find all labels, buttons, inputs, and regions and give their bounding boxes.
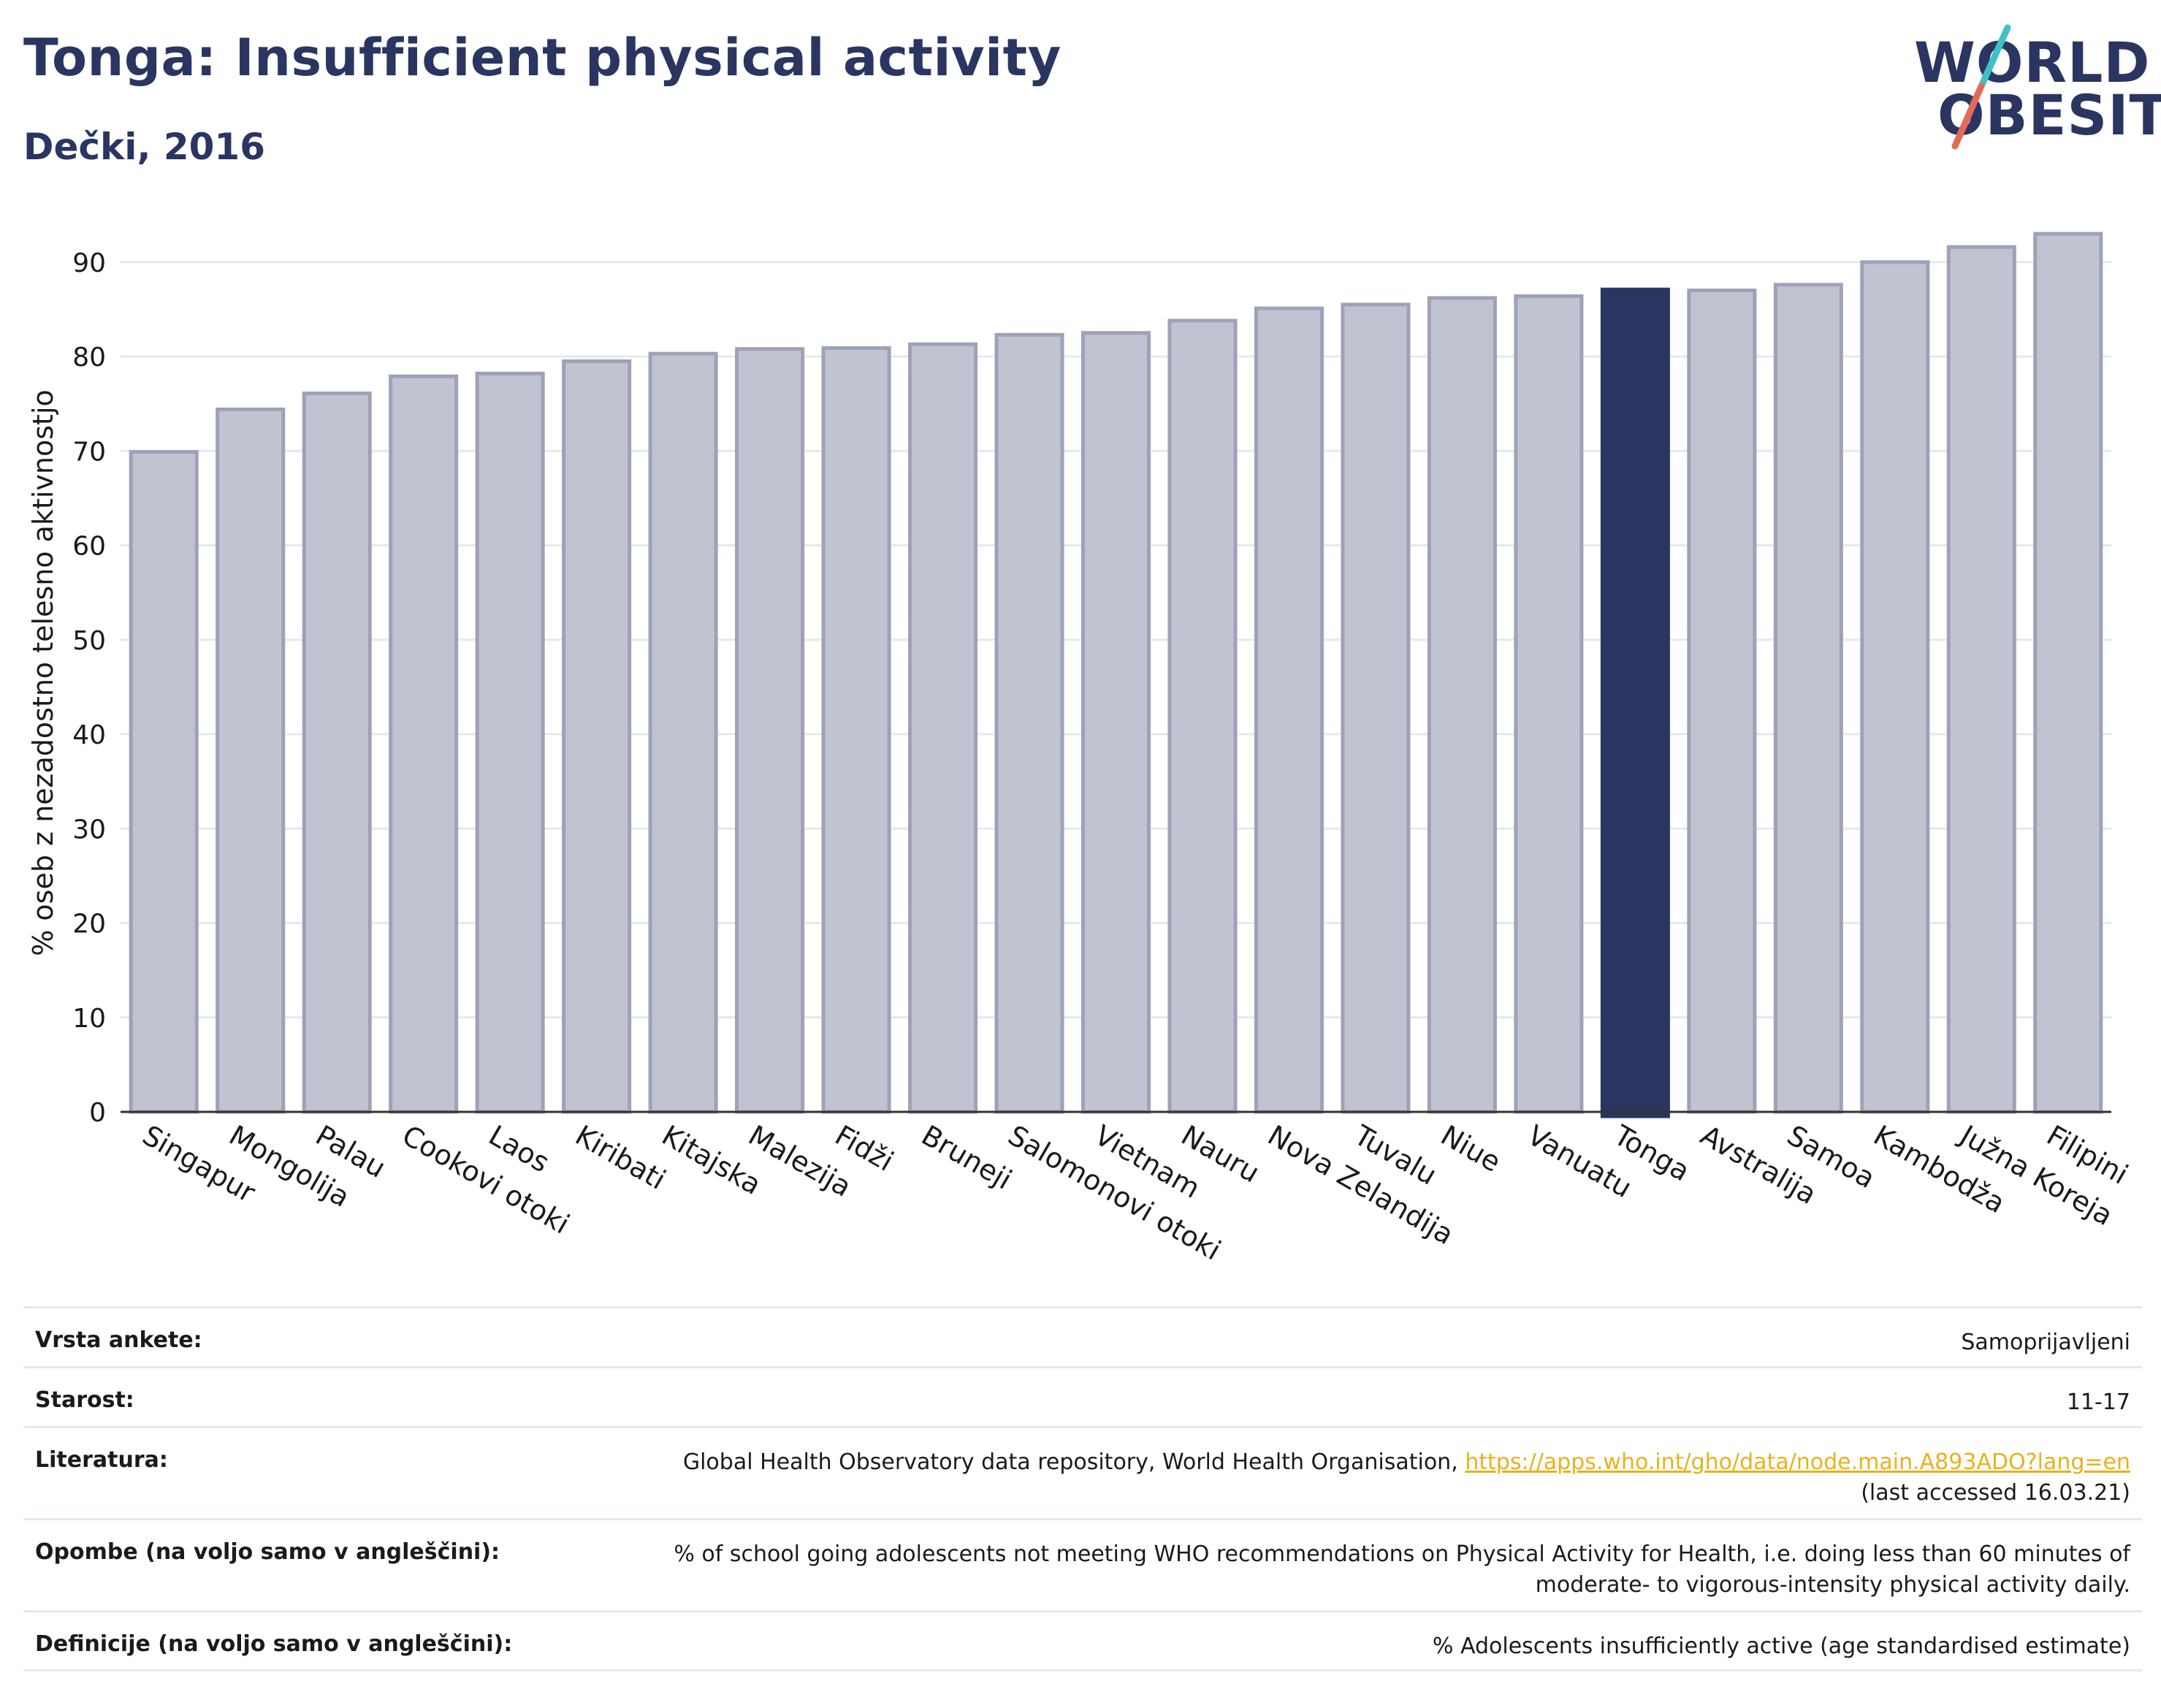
meta-row-age: Starost: 11-17 [23,1366,2142,1426]
notes-line-1: % of school going adolescents not meetin… [674,1541,2130,1567]
x-tick-label: Kitajska [657,1119,767,1201]
bar-salomonovi-otoki [994,332,1064,1114]
y-tick-label: 30 [72,815,106,845]
y-tick-label: 80 [72,343,106,373]
bar-avstralija [1687,289,1757,1114]
bar-singapur [129,450,199,1114]
bar-tuvalu [1341,302,1411,1114]
survey-type-value: Samoprijavljeni [1961,1330,2130,1355]
bar-niue [1427,296,1497,1114]
age-label: Starost: [35,1387,134,1413]
bar-chart: 0 10 20 30 40 50 60 70 80 90 SingapurMongolijaPal… [27,232,2134,1267]
notes-value: % of school going adolescents not meetin… [674,1539,2130,1601]
reference-text: Global Health Observatory data repositor… [682,1449,1466,1475]
notes-line-2: moderate- to vigorous-intensity physical… [1535,1572,2130,1598]
bar-filipini [2033,232,2103,1114]
reference-link[interactable]: https://apps.who.int/gho/data/node.main.… [1465,1449,2130,1475]
reference-accessed: (last accessed 16.03.21) [1861,1480,2130,1506]
y-tick-label: 10 [72,1004,106,1034]
survey-type-label: Vrsta ankete: [35,1327,202,1353]
y-tick-label: 40 [72,720,106,750]
bar-cookovi-otoki [389,374,459,1114]
definitions-label: Definicije (na voljo samo v angleščini): [35,1631,513,1657]
x-tick-label: Niue [1436,1119,1506,1178]
logo-slash-icon [1951,24,2011,150]
bar-nauru [1167,319,1238,1114]
y-tick-label: 60 [72,532,106,562]
bar-mongolija [216,407,286,1114]
bar-bruneji [908,342,978,1114]
bar-palau [302,391,372,1114]
chart-bars [129,232,2103,1118]
meta-row-reference: Literatura: Global Health Observatory da… [23,1426,2142,1518]
reference-label: Literatura: [35,1447,168,1473]
notes-label: Opombe (na voljo samo v angleščini): [35,1539,500,1565]
y-tick-label: 20 [72,910,106,939]
y-tick-label: 70 [72,437,106,467]
bar-nova-zelandija [1254,306,1324,1114]
bar-južna-koreja [1946,245,2016,1114]
y-axis-ticks: 0 10 20 30 40 50 60 70 80 90 [72,248,106,1128]
x-tick-label: Bruneji [916,1119,1017,1196]
bar-kitajska [648,351,718,1114]
metadata-table: Vrsta ankete: Samoprijavljeni Starost: 1… [23,1306,2142,1671]
age-value: 11-17 [2066,1389,2130,1415]
bar-kambodža [1860,260,1930,1114]
meta-row-survey: Vrsta ankete: Samoprijavljeni [23,1306,2142,1366]
bar-malezija [735,347,805,1114]
world-obesity-logo: WORLD OBESITY [1899,22,2161,153]
x-tick-label: Kiribati [570,1119,671,1196]
bar-vietnam [1080,331,1151,1114]
x-tick-label: Cookovi otoki [397,1119,575,1240]
bar-vanuatu [1514,294,1584,1114]
page-title: Tonga: Insufficient physical activity [23,28,1062,88]
bar-samoa [1773,283,1843,1114]
bar-laos [475,371,545,1114]
logo-line-1: WORLD [1914,30,2151,95]
y-tick-label: 50 [72,626,106,656]
reference-value: Global Health Observatory data repositor… [683,1447,2130,1509]
meta-row-definitions: Definicije (na voljo samo v angleščini):… [23,1610,2142,1671]
y-tick-label: 90 [72,248,106,278]
bar-tonga [1600,287,1670,1118]
bar-fidži [821,346,891,1114]
page-subtitle: Dečki, 2016 [23,126,266,168]
y-axis-label: % oseb z nezadostno telesno aktivnostjo [27,389,59,956]
meta-row-notes: Opombe (na voljo samo v angleščini): % o… [23,1518,2142,1610]
bar-kiribati [562,359,632,1114]
definitions-value: % Adolescents insufficiently active (age… [1432,1633,2130,1659]
y-tick-label: 0 [89,1098,106,1128]
